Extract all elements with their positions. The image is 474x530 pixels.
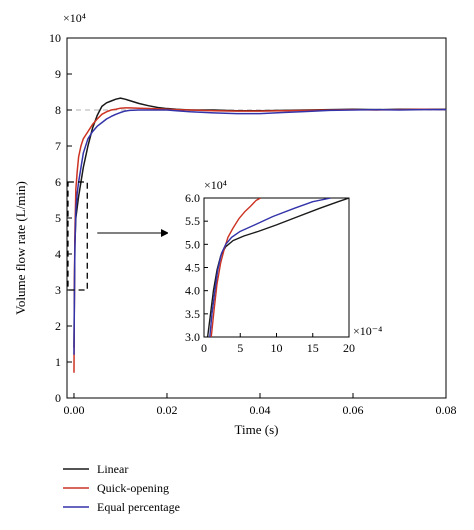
- inset-x-tick-label: 0: [201, 341, 207, 355]
- inset-x-ticks: 0 5 10 15 20: [201, 333, 355, 355]
- inset-y-ticks: 3.0 3.5 4.0 4.5 5.0 5.5 6.0: [185, 191, 208, 344]
- main-x-tick-label: 0.04: [249, 403, 270, 417]
- main-series-line-1: [73, 107, 446, 373]
- inset-y-tick-label: 4.5: [185, 261, 200, 275]
- main-x-tick-label: 0.08: [436, 403, 457, 417]
- main-x-tick-label: 0.02: [156, 403, 177, 417]
- inset-x-tick-label: 10: [271, 341, 283, 355]
- main-y-multiplier: ×10⁴: [63, 11, 86, 25]
- main-y-tick-label: 10: [49, 31, 61, 45]
- inset-series-line-1: [210, 198, 261, 337]
- inset-series-group: [206, 198, 349, 337]
- inset-y-tick-label: 5.0: [185, 237, 200, 251]
- main-y-tick-label: 1: [55, 355, 61, 369]
- main-y-tick-label: 3: [55, 283, 61, 297]
- main-y-tick-label: 7: [55, 139, 61, 153]
- inset-y-multiplier: ×10⁴: [204, 178, 227, 192]
- main-x-ticks: 0.00 0.02 0.04 0.06 0.08: [63, 393, 457, 417]
- legend-label-2: Equal percentage: [97, 500, 180, 514]
- zoom-region-box: [67, 181, 88, 291]
- inset-series-line-0: [206, 198, 349, 337]
- main-y-tick-label: 0: [55, 391, 61, 405]
- main-series-line-2: [73, 108, 446, 355]
- main-y-axis-title: Volume flow rate (L/min): [13, 181, 28, 315]
- inset-x-tick-label: 20: [343, 341, 355, 355]
- inset-y-tick-label: 3.0: [185, 330, 200, 344]
- main-y-tick-label: 2: [55, 319, 61, 333]
- main-y-tick-label: 9: [55, 67, 61, 81]
- main-x-axis-title: Time (s): [235, 422, 279, 437]
- inset-y-tick-label: 5.5: [185, 214, 200, 228]
- main-y-tick-label: 6: [55, 175, 61, 189]
- main-y-tick-label: 5: [55, 211, 61, 225]
- main-y-tick-label: 8: [55, 103, 61, 117]
- legend-label-0: Linear: [97, 462, 128, 476]
- inset-x-multiplier: ×10⁻⁴: [353, 324, 382, 338]
- main-series-group: [73, 97, 446, 373]
- main-x-tick-label: 0.06: [342, 403, 363, 417]
- inset-y-tick-label: 3.5: [185, 307, 200, 321]
- main-chart: 0.00 0.02 0.04 0.06 0.08 0 1 2 3 4 5 6 7 8 9 10 ×10⁴ T…: [13, 11, 457, 437]
- main-x-tick-label: 0.00: [63, 403, 84, 417]
- inset-x-tick-label: 15: [307, 341, 319, 355]
- legend-label-1: Quick-opening: [97, 481, 169, 495]
- inset-series-line-2: [209, 198, 332, 337]
- inset-x-tick-label: 5: [237, 341, 243, 355]
- main-y-tick-label: 4: [55, 247, 61, 261]
- inset-y-tick-label: 6.0: [185, 191, 200, 205]
- inset-y-tick-label: 4.0: [185, 284, 200, 298]
- inset-chart: 0 5 10 15 20 3.0 3.5 4.0 4.5 5.0 5.5 6.0 ×10⁴ ×10⁻…: [168, 174, 413, 359]
- legend: Linear Quick-opening Equal percentage: [63, 462, 180, 514]
- main-y-ticks: 0 1 2 3 4 5 6 7 8 9 10: [49, 31, 72, 405]
